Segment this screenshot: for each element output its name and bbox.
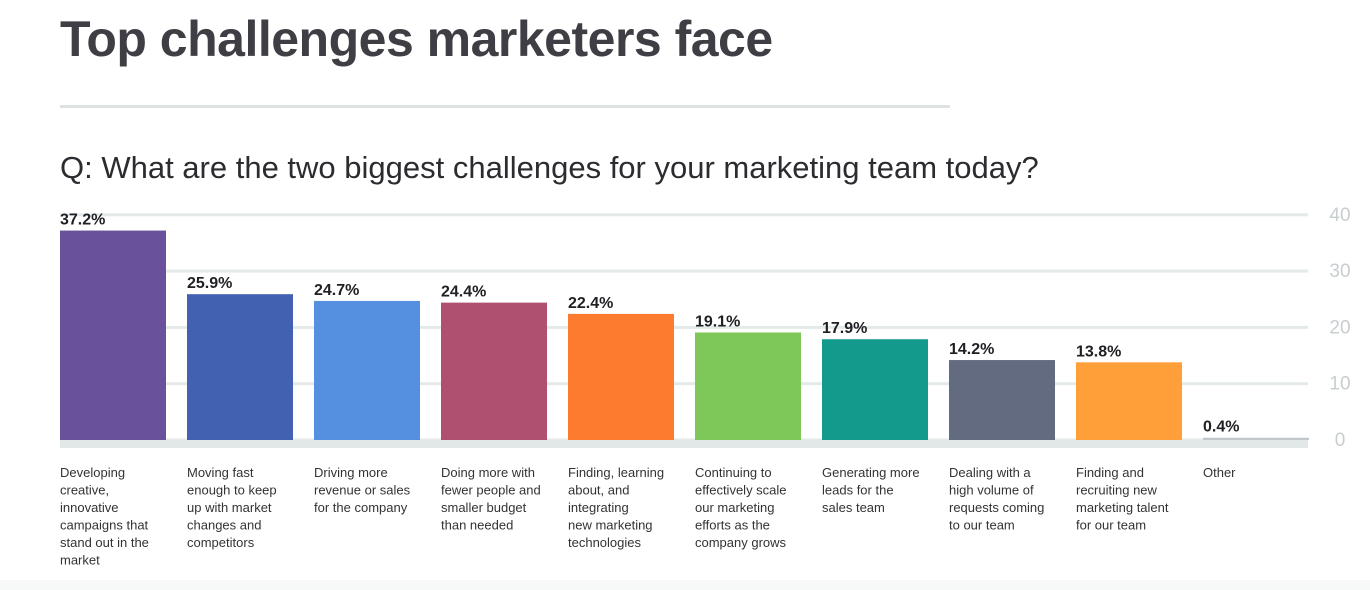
x-axis-baseline xyxy=(60,440,1308,448)
category-label: Other xyxy=(1203,465,1236,480)
y-tick-label: 0 xyxy=(1335,430,1346,451)
category-label-line: innovative xyxy=(60,500,119,515)
category-label-line: Generating more xyxy=(822,465,920,480)
gridline xyxy=(60,269,1308,273)
category-label-line: changes and xyxy=(187,518,261,533)
category-label-line: technologies xyxy=(568,535,641,550)
bar xyxy=(441,302,547,440)
category-label-line: requests coming xyxy=(949,500,1044,515)
title-divider xyxy=(60,105,950,108)
y-tick-label: 40 xyxy=(1329,205,1350,226)
bar xyxy=(568,313,674,440)
category-label-line: Developing xyxy=(60,465,125,480)
bar xyxy=(1203,437,1309,440)
category-label-line: campaigns that xyxy=(60,518,149,533)
bar xyxy=(314,300,420,440)
data-label: 37.2% xyxy=(60,212,105,229)
data-label: 13.8% xyxy=(1076,343,1121,360)
category-label-line: leads for the xyxy=(822,483,894,498)
category-label-line: effectively scale xyxy=(695,483,787,498)
category-label: Generating more leads for the sales team xyxy=(822,465,920,515)
category-label-line: integrating xyxy=(568,500,629,515)
category-label-line: sales team xyxy=(822,500,885,515)
gridline xyxy=(60,213,1308,217)
bar xyxy=(949,360,1055,440)
category-label-line: high volume of xyxy=(949,483,1034,498)
category-label-line: Continuing to xyxy=(695,465,772,480)
category-label-line: Driving more xyxy=(314,465,388,480)
data-label: 24.7% xyxy=(314,282,359,299)
category-label-line: competitors xyxy=(187,535,255,550)
category-label-line: marketing talent xyxy=(1076,500,1169,515)
chart-question: Q: What are the two biggest challenges f… xyxy=(60,150,1039,185)
category-label: Continuing to effectively scale our market… xyxy=(695,465,787,550)
category-label-line: for the company xyxy=(314,500,408,515)
bar-chart: 0 10 20 30 40 37.2% Developing creative, innovat… xyxy=(60,205,1351,568)
bar xyxy=(695,332,801,440)
category-label-line: to our team xyxy=(949,518,1015,533)
category-label-line: enough to keep xyxy=(187,483,277,498)
data-label: 17.9% xyxy=(822,320,867,337)
category-label-line: market xyxy=(60,553,100,568)
category-label-line: creative, xyxy=(60,483,109,498)
data-label: 25.9% xyxy=(187,275,232,292)
data-label: 24.4% xyxy=(441,284,486,301)
category-label-line: up with market xyxy=(187,500,272,515)
gridline xyxy=(60,382,1308,386)
category-label-line: new marketing xyxy=(568,518,653,533)
category-label-line: company grows xyxy=(695,535,787,550)
bar xyxy=(60,230,166,440)
category-label: Finding and recruiting new marketing talen… xyxy=(1076,465,1169,533)
category-label-line: than needed xyxy=(441,518,513,533)
category-label-line: stand out in the xyxy=(60,535,149,550)
category-label: Moving fast enough to keep up with market c… xyxy=(187,465,277,550)
category-label-line: Moving fast xyxy=(187,465,254,480)
category-label-line: Dealing with a xyxy=(949,465,1031,480)
y-tick-label: 30 xyxy=(1329,261,1350,282)
category-label-line: for our team xyxy=(1076,518,1146,533)
category-label-line: Finding and xyxy=(1076,465,1144,480)
y-tick-label: 10 xyxy=(1329,374,1350,395)
category-label-line: Other xyxy=(1203,465,1236,480)
category-label: Finding, learning about, and integrating ne… xyxy=(568,465,664,550)
category-label: Dealing with a high volume of requests com… xyxy=(949,465,1044,533)
category-label-line: revenue or sales xyxy=(314,483,411,498)
gridline xyxy=(60,325,1308,329)
bar xyxy=(187,294,293,440)
bottom-strip xyxy=(0,580,1370,590)
category-label-line: recruiting new xyxy=(1076,483,1158,498)
chart-title: Top challenges marketers face xyxy=(60,11,773,67)
category-label: Driving more revenue or sales for the comp… xyxy=(314,465,411,515)
data-label: 22.4% xyxy=(568,295,613,312)
data-label: 0.4% xyxy=(1203,419,1239,436)
category-label-line: our marketing xyxy=(695,500,774,515)
bar xyxy=(1076,362,1182,440)
data-label: 14.2% xyxy=(949,341,994,358)
category-label-line: smaller budget xyxy=(441,500,527,515)
category-label-line: about, and xyxy=(568,483,629,498)
data-label: 19.1% xyxy=(695,313,740,330)
category-label-line: fewer people and xyxy=(441,483,541,498)
y-tick-label: 20 xyxy=(1329,317,1350,338)
category-label-line: Doing more with xyxy=(441,465,535,480)
bar xyxy=(822,339,928,440)
category-label-line: Finding, learning xyxy=(568,465,664,480)
category-label: Doing more with fewer people and smaller b… xyxy=(441,465,541,533)
category-label-line: efforts as the xyxy=(695,518,770,533)
category-label: Developing creative, innovative campaigns t… xyxy=(60,465,149,568)
